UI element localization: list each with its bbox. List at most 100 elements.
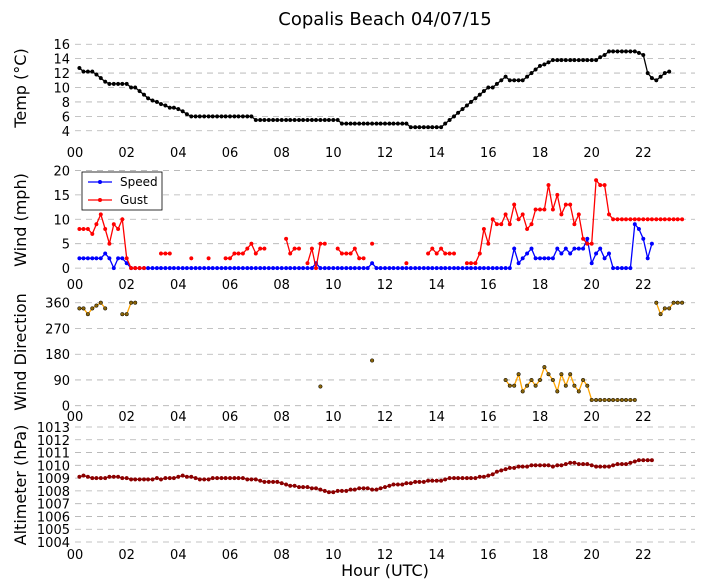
data-point — [331, 266, 336, 271]
data-point — [296, 266, 302, 271]
data-point — [546, 256, 551, 261]
data-point — [141, 477, 147, 482]
data-point — [365, 121, 370, 126]
data-point — [662, 306, 667, 311]
data-point — [602, 397, 607, 403]
data-point — [516, 261, 521, 266]
data-point — [249, 114, 254, 119]
data-point — [662, 71, 667, 76]
data-point — [227, 114, 233, 119]
data-point — [649, 458, 654, 463]
x-tick-label: 16 — [480, 146, 497, 161]
data-point — [486, 85, 491, 90]
data-point — [645, 256, 650, 261]
data-point — [176, 266, 181, 271]
data-point — [443, 251, 448, 256]
data-point — [486, 266, 491, 271]
data-point — [507, 465, 512, 470]
data-point — [146, 477, 151, 482]
data-point — [408, 125, 413, 130]
data-point — [81, 256, 86, 261]
data-point — [542, 256, 547, 261]
data-point — [550, 207, 555, 212]
data-point — [163, 103, 168, 108]
data-point — [107, 474, 112, 479]
x-tick-label: 04 — [170, 146, 187, 161]
data-point — [223, 114, 228, 119]
data-point — [103, 226, 108, 232]
data-point — [309, 246, 314, 251]
data-point — [520, 212, 525, 217]
data-point — [326, 117, 331, 123]
data-point — [361, 256, 366, 261]
data-point — [292, 117, 297, 123]
data-point — [645, 458, 650, 463]
data-point — [563, 202, 568, 207]
data-point — [537, 207, 543, 212]
data-point — [245, 246, 250, 251]
data-point — [253, 477, 258, 482]
data-point — [434, 478, 439, 483]
data-point — [219, 476, 224, 481]
data-point — [602, 464, 607, 469]
data-point — [477, 92, 482, 97]
x-tick-label: 08 — [273, 410, 290, 425]
data-point — [533, 256, 538, 261]
data-point — [520, 256, 525, 261]
data-point — [133, 477, 138, 482]
data-point — [103, 476, 108, 481]
data-point — [654, 78, 659, 83]
data-point — [619, 462, 624, 467]
data-point — [90, 231, 95, 236]
data-point — [641, 458, 646, 463]
x-tick-label: 22 — [635, 146, 652, 161]
data-point — [623, 462, 629, 467]
data-point — [202, 266, 207, 271]
series-line — [79, 222, 653, 270]
data-point — [348, 487, 353, 492]
data-point — [598, 246, 603, 251]
data-point — [563, 462, 568, 467]
data-point — [426, 266, 431, 271]
y-tick-label: 90 — [53, 374, 70, 389]
data-point — [111, 474, 116, 479]
x-tick-label: 16 — [480, 548, 497, 563]
y-axis-label: Wind (mph) — [11, 173, 30, 267]
data-point — [675, 300, 680, 305]
data-point — [193, 266, 198, 271]
data-point — [568, 202, 573, 207]
data-point — [215, 266, 220, 271]
data-point — [585, 58, 590, 63]
data-point — [318, 487, 323, 492]
y-tick-label: 1008 — [37, 485, 70, 500]
data-point — [576, 389, 581, 394]
data-point — [180, 109, 185, 114]
x-tick-label: 04 — [170, 410, 187, 425]
data-point — [619, 397, 624, 403]
data-point — [288, 117, 293, 123]
series-line — [306, 243, 325, 269]
data-point — [309, 486, 314, 491]
data-point — [615, 217, 620, 222]
data-point — [357, 121, 362, 126]
data-point — [611, 463, 616, 468]
data-point — [434, 125, 439, 130]
data-point — [585, 462, 590, 467]
data-point — [77, 306, 82, 311]
data-point — [232, 114, 237, 119]
data-point — [258, 117, 263, 123]
data-point — [141, 92, 147, 97]
data-point — [391, 121, 396, 126]
data-point — [305, 117, 310, 123]
data-point — [90, 69, 95, 74]
data-point — [481, 226, 486, 232]
data-point — [563, 246, 568, 251]
data-point — [507, 78, 512, 83]
data-point — [129, 85, 134, 90]
x-tick-label: 18 — [532, 410, 549, 425]
data-point — [98, 76, 103, 81]
data-point — [335, 117, 340, 123]
data-point — [628, 49, 633, 54]
data-point — [352, 266, 357, 271]
data-point — [525, 251, 530, 256]
